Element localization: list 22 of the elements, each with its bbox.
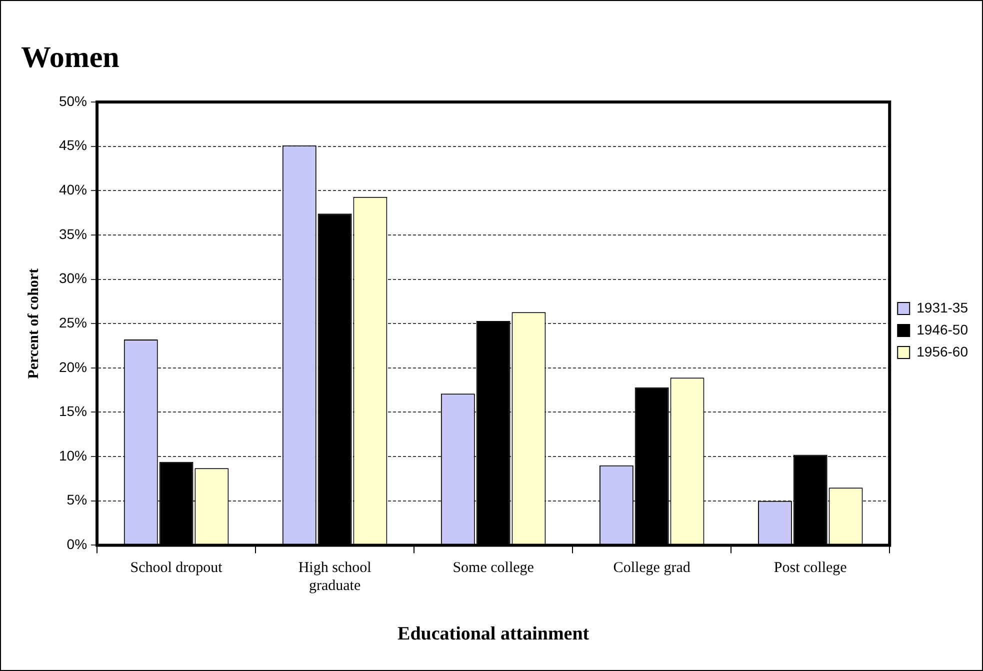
- chart-title: Women: [21, 40, 120, 74]
- x-tick-label: High school graduate: [298, 560, 372, 594]
- y-tick-label: 45%: [58, 137, 88, 154]
- y-tick-label: 10%: [58, 447, 88, 464]
- y-tick-label: 30%: [58, 270, 88, 286]
- y-tick-label: 15%: [58, 403, 88, 420]
- y-tick-label: 35%: [58, 226, 88, 242]
- x-axis-title: Educational attainment: [398, 624, 590, 645]
- x-tick-label: School dropout: [130, 560, 224, 576]
- x-tick-label: Post college: [774, 560, 848, 576]
- legend-label: 1946-50: [916, 321, 968, 338]
- y-tick-label: 5%: [66, 492, 88, 508]
- x-tick-label: College grad: [613, 560, 691, 576]
- y-tick-label: 0%: [66, 536, 88, 552]
- legend-label: 1931-35: [916, 299, 968, 316]
- y-tick-label: 20%: [58, 358, 88, 375]
- y-tick-label: 25%: [58, 314, 88, 330]
- x-tick-label: Some college: [452, 560, 534, 576]
- y-axis-title: Percent of cohort: [26, 268, 42, 379]
- y-tick-label: 50%: [58, 92, 88, 109]
- legend-label: 1956-60: [916, 343, 968, 360]
- y-tick-label: 40%: [58, 182, 88, 198]
